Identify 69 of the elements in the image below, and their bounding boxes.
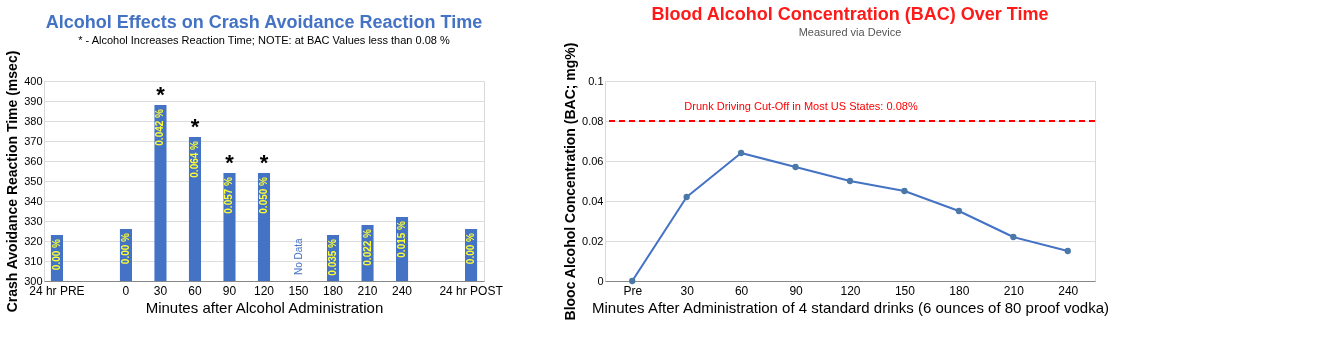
x-tick-label: 210 <box>1003 283 1025 298</box>
point <box>683 193 690 201</box>
chart-title: Alcohol Effects on Crash Avoidance Reaction Time <box>45 11 483 32</box>
annotation: 0.042 % <box>154 108 166 146</box>
x-axis-title: Minutes After Administration of 4 standard drinks (6 ounces of 80 proof vodka) <box>592 298 1109 316</box>
y-tick-label: 340 <box>24 194 43 207</box>
annotation: 0.022 % <box>361 228 373 266</box>
y-tick-label: 380 <box>24 114 43 127</box>
x-tick-label: Pre <box>623 283 643 298</box>
x-tick-label: 150 <box>894 283 916 298</box>
ref-line-label: Drunk Driving Cut-Off in Most US States: 0.08% <box>684 100 918 112</box>
annotation: 0.00 % <box>119 232 131 265</box>
x-tick-label: 30 <box>680 283 695 298</box>
point <box>955 207 963 215</box>
x-tick-label: 180 <box>323 283 344 298</box>
y-tick-label: 360 <box>24 154 43 167</box>
point <box>1064 247 1071 255</box>
y-tick-label: 0 <box>597 274 604 287</box>
y-tick-label: 370 <box>24 134 43 147</box>
x-tick-label: 60 <box>188 283 202 298</box>
annotation: * <box>259 150 269 175</box>
x-tick-label: 30 <box>153 283 168 298</box>
x-tick-label: 120 <box>253 283 275 298</box>
y-tick-label: 300 <box>24 274 43 287</box>
point <box>901 187 908 195</box>
point <box>737 149 745 157</box>
x-tick-label: 0 <box>122 283 130 298</box>
y-tick-label: 350 <box>24 174 43 187</box>
y-axis-title: Crash Avoidance Reaction Time (msec) <box>4 50 21 313</box>
y-tick-label: 320 <box>24 234 43 247</box>
x-tick-label: 24 hr POST <box>439 283 504 298</box>
x-tick-label: 180 <box>949 283 970 298</box>
point <box>792 163 799 171</box>
y-tick-label: 400 <box>24 74 43 87</box>
annotation: 0.064 % <box>188 140 200 178</box>
y-tick-label: 0.04 <box>582 194 604 207</box>
y-axis-title: Blooc Alcohol Concentration (BAC; mg%) <box>562 42 579 321</box>
point <box>629 277 636 285</box>
chart-subtitle: * - Alcohol Increases Reaction Time; NOTE: at BAC Values less than 0.08 % <box>78 33 450 46</box>
y-tick-label: 0.1 <box>588 74 604 87</box>
x-tick-label: 240 <box>1058 283 1079 298</box>
x-tick-label: 90 <box>789 283 804 298</box>
annotation: * <box>225 150 235 175</box>
x-axis-title: Minutes after Alcohol Administration <box>145 298 384 316</box>
x-tick-label: 240 <box>392 283 413 298</box>
x-tick-label: 60 <box>734 283 749 298</box>
annotation: 0.050 % <box>258 176 269 214</box>
chart-subtitle: Measured via Device <box>798 25 902 38</box>
y-tick-label: 310 <box>24 254 43 267</box>
x-tick-label: 120 <box>840 283 861 298</box>
point <box>1010 233 1017 241</box>
chart-title: Blood Alcohol Concentration (BAC) Over Time <box>651 3 1049 24</box>
annotation: 0.00 % <box>50 238 62 271</box>
annotation: 0.035 % <box>327 238 339 276</box>
annotation: * <box>156 82 166 107</box>
x-tick-label: 150 <box>288 283 309 298</box>
y-tick-label: 0.02 <box>582 234 604 247</box>
annotation: * <box>190 114 200 139</box>
y-tick-label: 0.06 <box>582 154 604 167</box>
annotation: 0.015 % <box>396 220 408 258</box>
y-tick-label: 390 <box>24 94 43 107</box>
annotation: 0.00 % <box>465 232 477 265</box>
annotation: 0.057 % <box>223 176 235 214</box>
x-tick-label: 90 <box>222 283 237 298</box>
annotation: No Data <box>292 237 304 275</box>
x-tick-label: 210 <box>357 283 378 298</box>
y-tick-label: 330 <box>24 214 43 227</box>
point <box>846 177 854 185</box>
y-tick-label: 0.08 <box>582 114 604 127</box>
